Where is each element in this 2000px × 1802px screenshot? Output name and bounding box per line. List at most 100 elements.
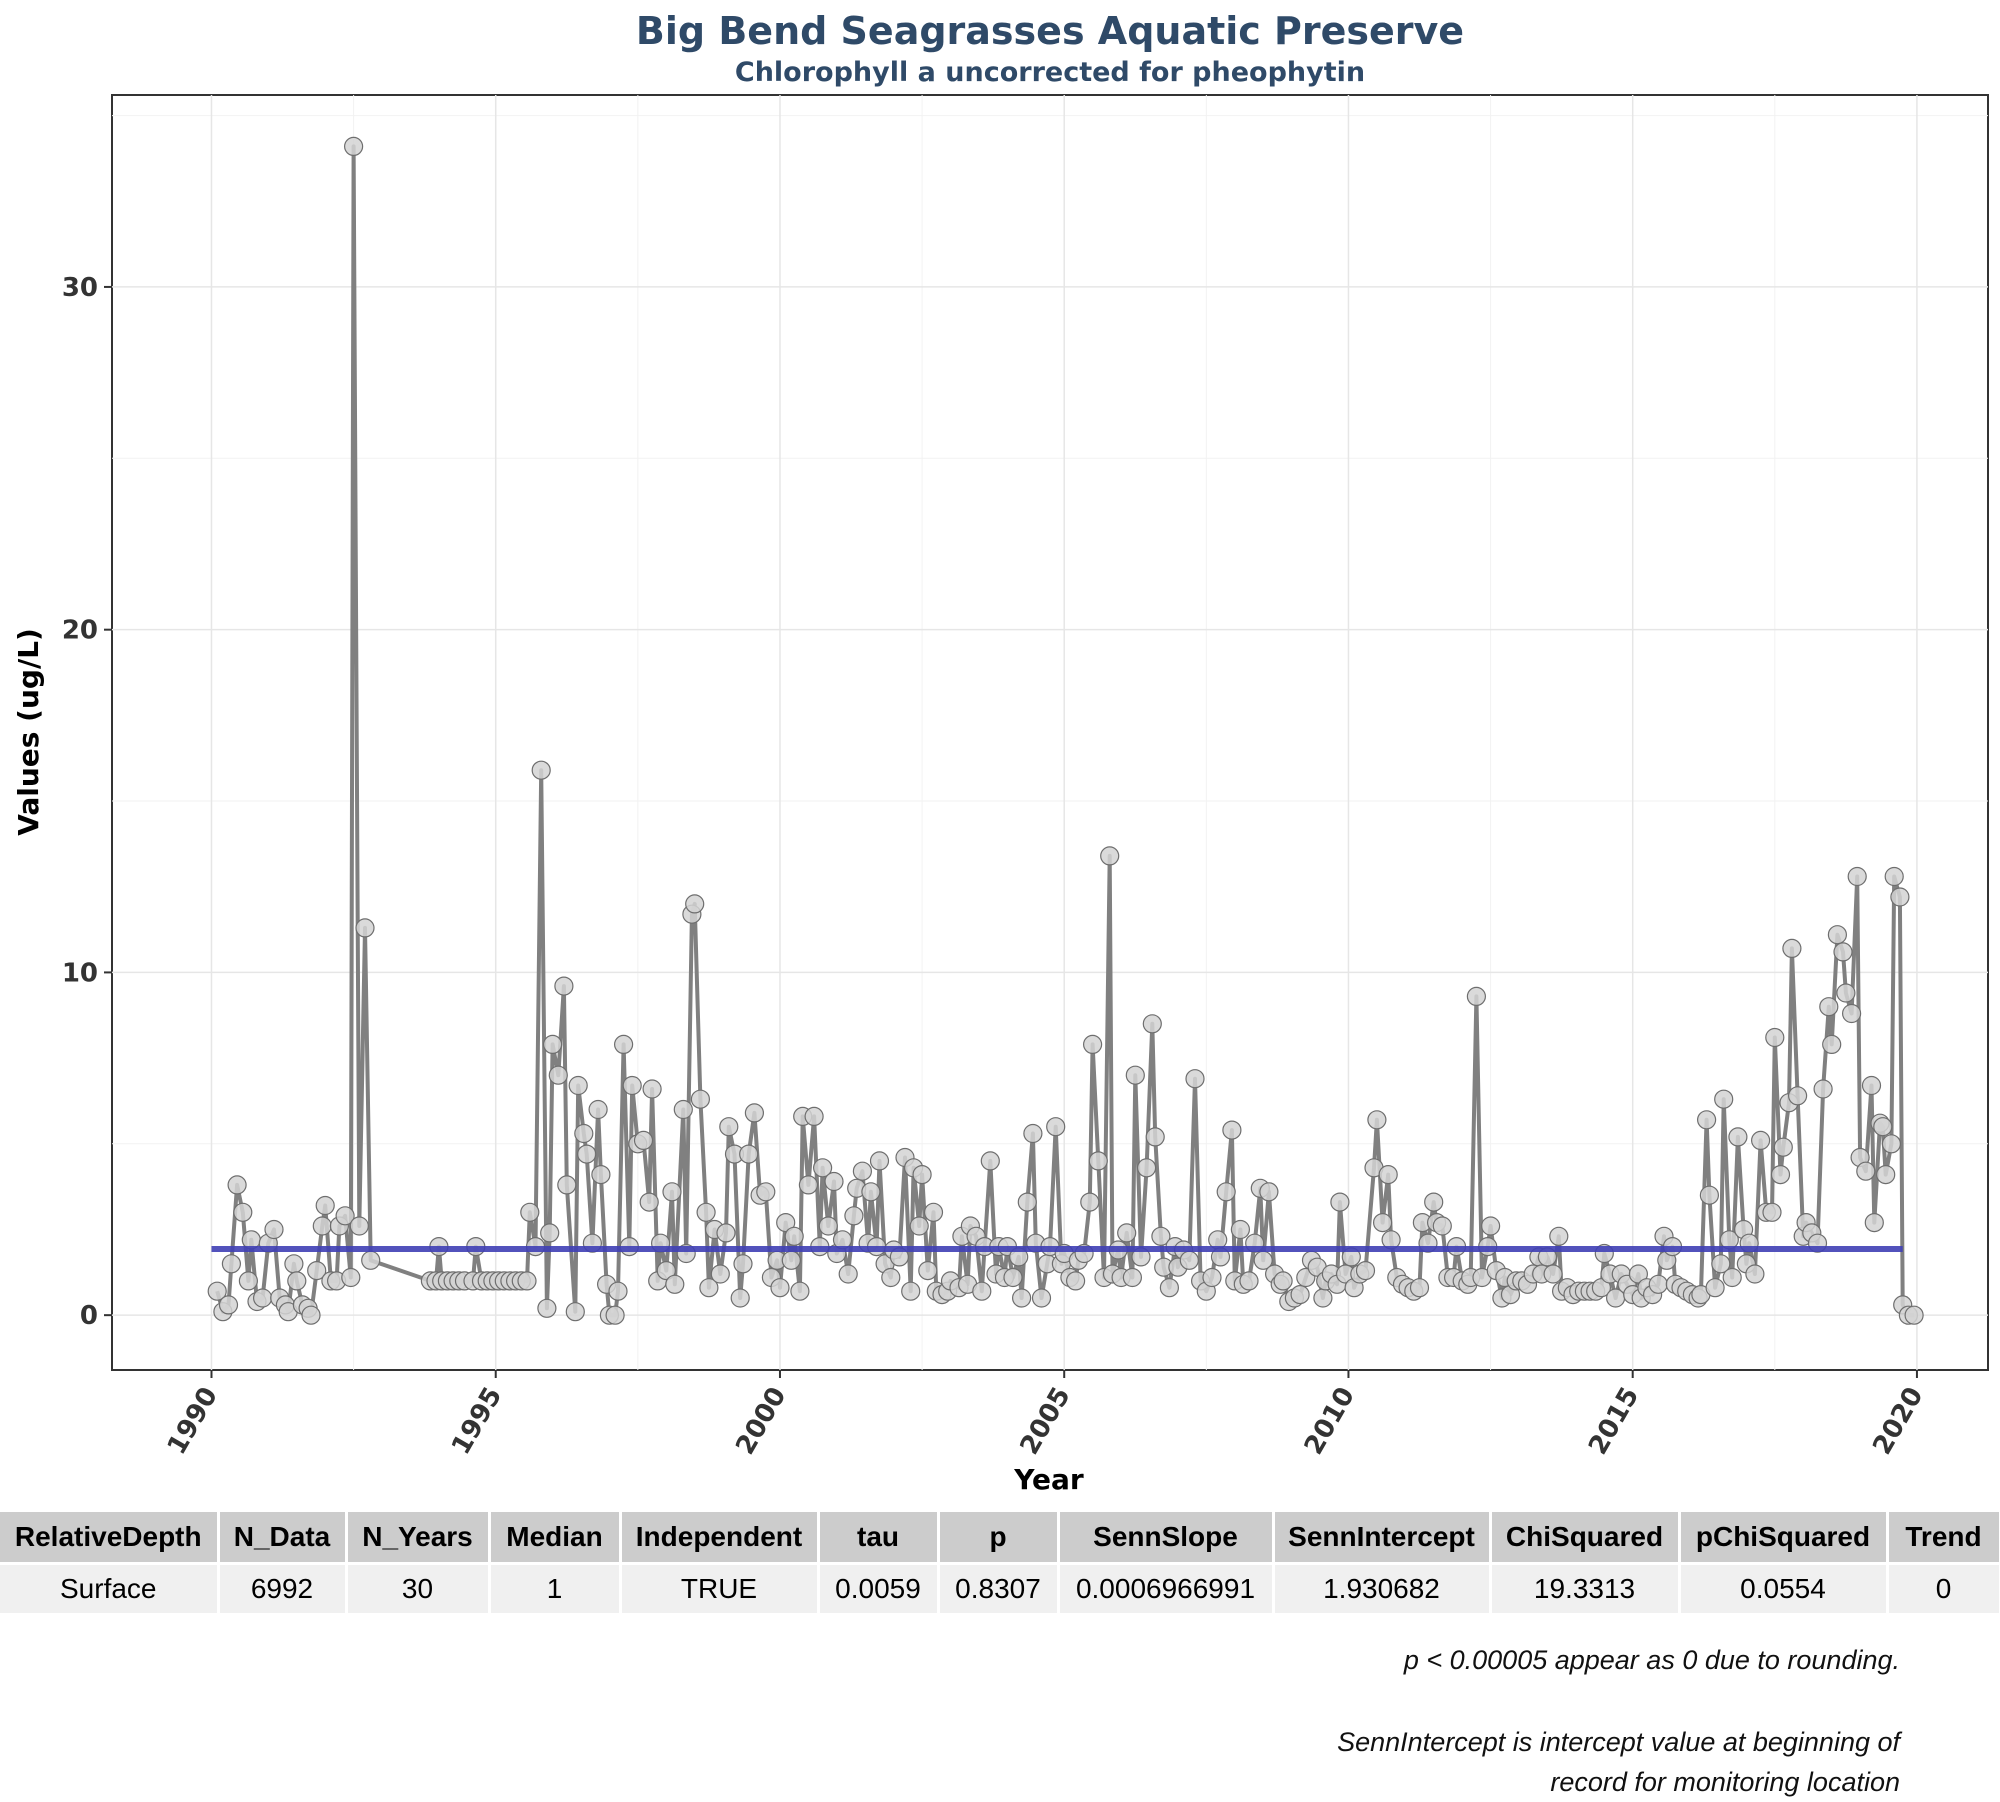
x-tick-label: 2015 [1583,1382,1645,1460]
data-point [531,760,551,780]
data-point [1290,1284,1310,1305]
data-point [548,1065,568,1085]
y-tick-label: 0 [80,1301,98,1331]
data-point [301,1305,321,1325]
data-point [972,1281,992,1301]
data-point [355,918,375,938]
data-point [540,1223,560,1243]
data-point [781,1250,801,1270]
data-point [591,1164,611,1185]
data-point [744,1103,765,1123]
x-tick-label: 1995 [446,1382,508,1460]
data-point [1185,1069,1205,1089]
data-point [1904,1305,1924,1325]
chart: Big Bend Seagrasses Aquatic Preserve Chl… [12,9,1989,1496]
data-point [1259,1182,1279,1202]
data-point [1728,1127,1748,1147]
data-point [287,1271,307,1291]
table-header-cell: Trend [1887,1512,2000,1565]
data-point [1841,1003,1862,1024]
data-point [980,1151,1000,1171]
table-cell: 0.0059 [818,1563,940,1613]
grid [112,95,1988,1370]
data-point [710,1264,730,1284]
data-point [1273,1271,1293,1291]
data-point [1313,1288,1333,1308]
data-point [207,1281,227,1301]
data-point [622,1075,642,1096]
series-group [207,136,1924,1325]
data-point [221,1254,241,1274]
data-point [542,1034,563,1055]
data-point [818,1216,838,1236]
rounding-note: p < 0.00005 appear as 0 due to rounding. [1403,1645,1900,1675]
data-point [335,1206,355,1226]
intercept-note-line2: record for monitoring location [1550,1767,1900,1797]
data-point [912,1164,932,1185]
data-point [1372,1212,1393,1233]
data-point [1787,1086,1808,1106]
data-point [770,1278,790,1298]
data-point [1773,1137,1793,1157]
data-point [1836,983,1856,1003]
data-point [665,1274,685,1294]
data-point [673,1099,693,1120]
table-header-cell: SennIntercept [1273,1512,1492,1565]
data-point [730,1288,750,1308]
data-point [696,1202,716,1222]
data-point [1080,1192,1100,1212]
data-point [517,1271,537,1291]
table-cell: 19.3313 [1490,1563,1681,1613]
data-point [1881,1134,1902,1154]
data-point [798,1175,819,1195]
data-point [520,1202,540,1222]
data-point [1890,887,1910,907]
data-point [662,1182,682,1202]
data-point [918,1260,938,1281]
data-point [565,1302,585,1322]
data-point [1202,1267,1222,1288]
data-point [1046,1117,1066,1137]
data-point [776,1212,796,1233]
data-point [1864,1212,1884,1233]
data-point [1833,942,1853,962]
table-header-cell: pChiSquared [1679,1512,1889,1565]
data-point [812,1158,833,1178]
data-point [554,976,574,996]
data-point [588,1099,608,1120]
data-point [568,1075,588,1096]
data-point [1591,1278,1612,1298]
data-point [733,1254,753,1274]
data-point [1745,1264,1765,1284]
x-axis-title: Year [1013,1463,1084,1496]
data-point [1065,1271,1086,1291]
data-point [605,1305,625,1325]
table-cell: 30 [346,1563,491,1613]
table-header-cell: p [938,1512,1060,1565]
data-point [1023,1123,1043,1144]
data-point [1770,1164,1791,1185]
data-point [633,1130,654,1151]
data-point [315,1195,335,1216]
data-point [253,1288,273,1308]
x-tick-label: 2000 [730,1382,792,1460]
data-point [1696,1110,1717,1130]
data-point [577,1144,597,1164]
data-point [1847,866,1867,887]
data-point [1705,1278,1725,1298]
data-point [852,1161,873,1181]
data-point [227,1175,247,1195]
table-header-cell: N_Years [346,1512,491,1565]
data-point [1117,1223,1137,1243]
data-point [1355,1260,1376,1281]
data-point [1856,1161,1876,1181]
data-point [838,1264,858,1284]
data-point [307,1260,327,1281]
data-point [719,1117,739,1137]
data-point [1819,997,1839,1017]
data-point [1159,1278,1180,1298]
y-tick-label: 30 [62,273,98,303]
table-header-cell: SennSlope [1058,1512,1275,1565]
data-point [1239,1271,1259,1291]
data-point [1088,1151,1108,1171]
